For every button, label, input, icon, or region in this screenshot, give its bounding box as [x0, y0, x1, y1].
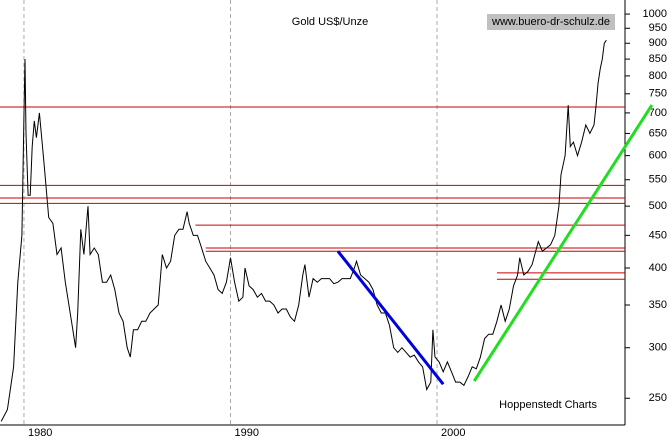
y-tick-label: 900 — [649, 37, 667, 49]
y-tick-label: 800 — [649, 70, 667, 82]
y-tick-label: 400 — [649, 262, 667, 274]
y-tick-label: 1000 — [643, 8, 667, 20]
y-tick-label: 550 — [649, 174, 667, 186]
y-tick-label: 750 — [649, 88, 667, 100]
y-tick-label: 500 — [649, 200, 667, 212]
y-tick-label: 950 — [649, 22, 667, 34]
price-line — [0, 39, 607, 422]
y-tick-label: 650 — [649, 127, 667, 139]
y-tick-label: 700 — [649, 107, 667, 119]
y-tick-label: 250 — [649, 392, 667, 404]
x-tick-label: 2000 — [441, 427, 465, 439]
x-tick-label: 1980 — [28, 427, 52, 439]
source-box — [487, 14, 615, 30]
y-tick-label: 850 — [649, 53, 667, 65]
y-tick-label: 300 — [649, 342, 667, 354]
x-tick-label: 1990 — [235, 427, 259, 439]
credit: Hoppenstedt Charts — [499, 399, 597, 411]
y-tick-label: 350 — [649, 299, 667, 311]
y-tick-label: 450 — [649, 229, 667, 241]
trend-line — [472, 104, 654, 382]
trend-line — [336, 250, 445, 386]
chart-title: Gold US$/Unze — [292, 16, 368, 28]
y-tick-label: 600 — [649, 150, 667, 162]
source: www.buero-dr-schulz.de — [491, 16, 610, 28]
